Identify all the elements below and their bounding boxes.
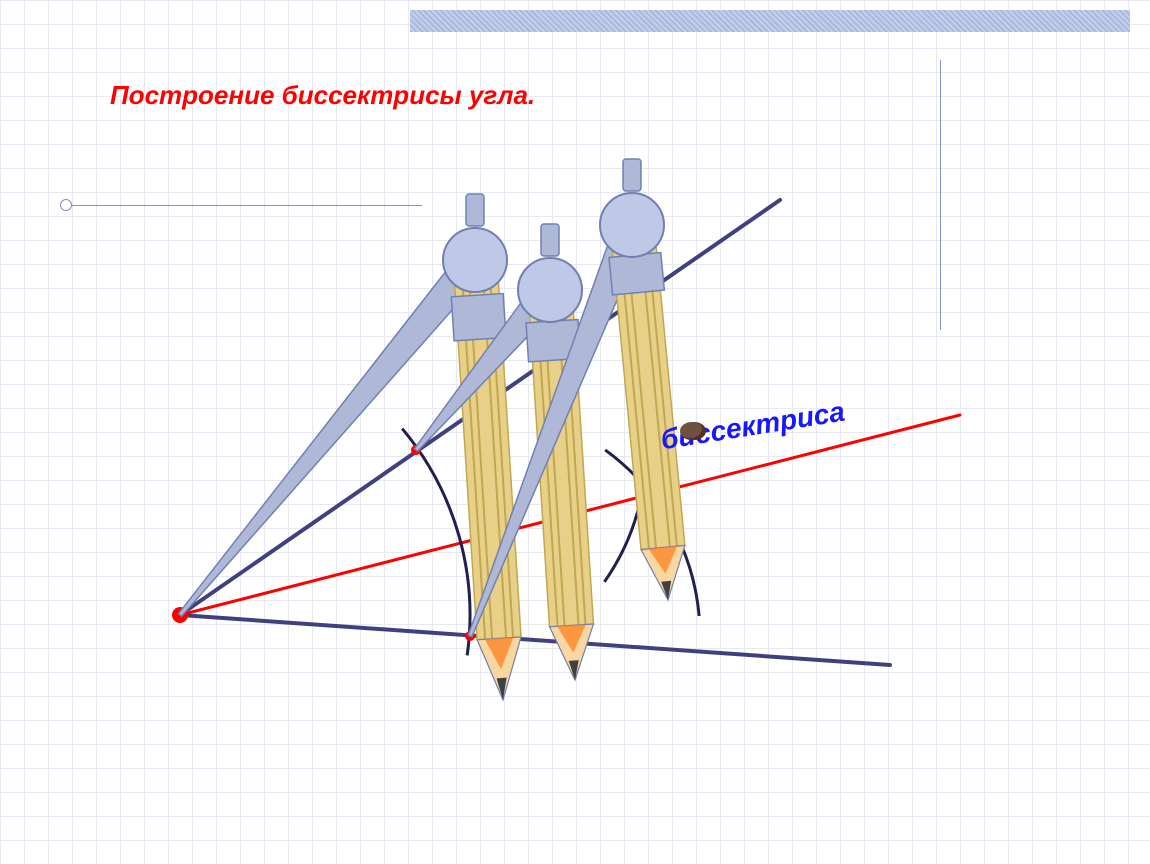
bug-icon	[680, 422, 704, 440]
construction-diagram	[0, 0, 1150, 864]
